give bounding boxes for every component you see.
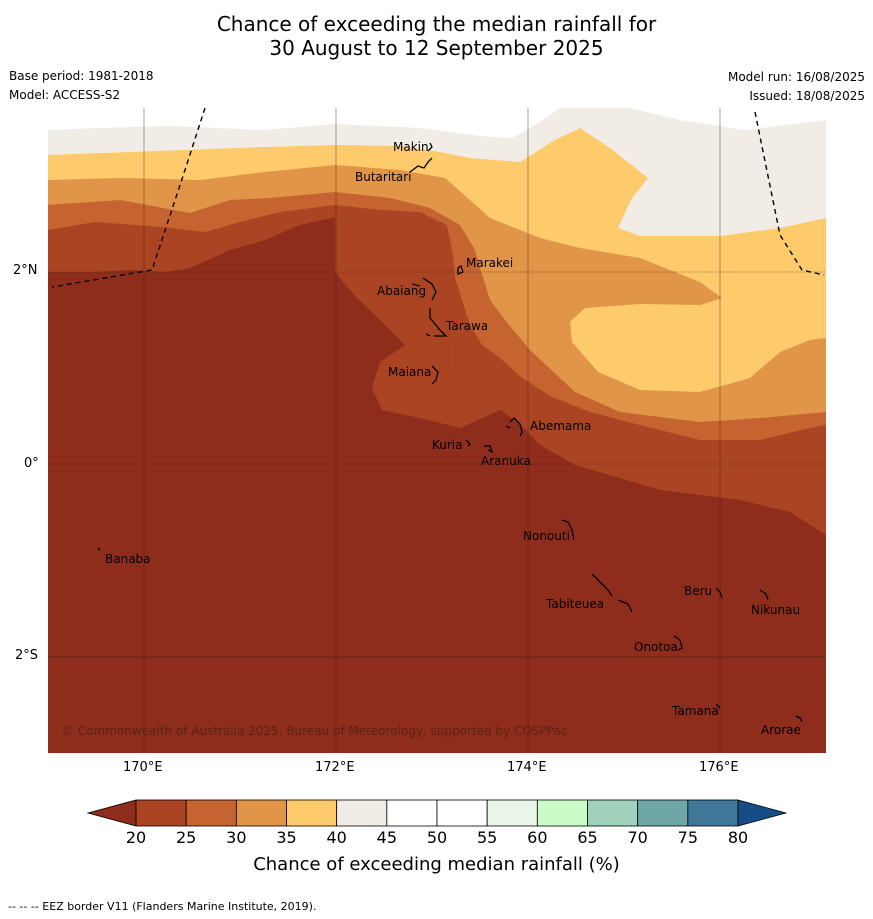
- issued-date: Issued: 18/08/2025: [749, 89, 865, 103]
- lon-label-176e: 176°E: [699, 760, 739, 775]
- label-banaba: Banaba: [105, 552, 151, 566]
- island-nikunau: [759, 589, 769, 601]
- island-onotoa: [673, 635, 683, 651]
- label-aranuka: Aranuka: [481, 454, 531, 468]
- label-tarawa: Tarawa: [446, 319, 489, 333]
- colorbar-above-80: [737, 799, 788, 827]
- islands: [97, 142, 803, 723]
- colorbar-tick-50: 50: [426, 828, 448, 847]
- colorbar-cell-40-45: [336, 799, 388, 827]
- colorbar-tick-25: 25: [175, 828, 197, 847]
- title-line-1: Chance of exceeding the median rainfall …: [216, 12, 657, 36]
- colorbar-cell-75-80: [687, 799, 739, 827]
- colorbar-tick-60: 60: [527, 828, 548, 847]
- eez-footnote: -- -- -- EEZ border V11 (Flanders Marine…: [8, 900, 317, 913]
- colorbar-tick-70: 70: [627, 828, 648, 847]
- island-arorae: [795, 715, 803, 723]
- lat-label-0: 0°: [24, 456, 39, 471]
- colorbar-tick-80: 80: [727, 828, 749, 847]
- lon-label-170e: 170°E: [123, 760, 163, 775]
- island-tabiteuea: [591, 573, 633, 613]
- island-tamana: [715, 703, 721, 709]
- colorbar-tick-65: 65: [577, 828, 598, 847]
- label-arorae: Arorae: [761, 723, 801, 737]
- colorbar-below-20: [86, 799, 137, 827]
- island-makin: [427, 142, 433, 152]
- lon-label-174e: 174°E: [507, 760, 547, 775]
- label-makin: Makin: [393, 140, 429, 154]
- colorbar-cell-70-75: [637, 799, 689, 827]
- island-abemama: [505, 417, 523, 437]
- colorbar-cell-30-35: [235, 799, 287, 827]
- title-line-2: 30 August to 12 September 2025: [269, 36, 604, 60]
- island-nonouti: [561, 519, 575, 541]
- eez-border-east: [754, 111, 825, 276]
- colorbar-cell-35-40: [286, 799, 338, 827]
- colorbar-cells: [135, 799, 739, 827]
- label-maiana: Maiana: [388, 365, 432, 379]
- label-abemama: Abemama: [530, 419, 592, 433]
- island-tarawa: [425, 308, 448, 337]
- model-run: Model run: 16/08/2025: [727, 70, 865, 84]
- colorbar: [86, 799, 788, 827]
- label-abaiang: Abaiang: [377, 284, 427, 298]
- probability-contours: [48, 108, 826, 753]
- label-tamana: Tamana: [672, 704, 719, 718]
- colorbar-cell-25-30: [185, 799, 237, 827]
- island-butaritari: [409, 157, 433, 173]
- label-beru: Beru: [684, 584, 713, 598]
- island-aranuka: [484, 445, 494, 454]
- island-abaiang: [411, 277, 437, 301]
- copyright-notice: © Commonwealth of Australia 2025, Bureau…: [62, 724, 568, 738]
- colorbar-tick-30: 30: [226, 828, 247, 847]
- band-below-20: [48, 217, 826, 753]
- band-25-30-notch: [335, 217, 500, 428]
- eez-border: [51, 108, 825, 288]
- lon-label-172e: 172°E: [315, 760, 355, 775]
- gridlines: [48, 108, 826, 753]
- label-butaritari: Butaritari: [355, 170, 412, 184]
- colorbar-cell-65-70: [587, 799, 639, 827]
- eez-border-west: [51, 108, 206, 288]
- colorbar-tick-40: 40: [326, 828, 347, 847]
- label-marakei: Marakei: [466, 256, 514, 270]
- label-onotoa: Onotoa: [634, 640, 678, 654]
- colorbar-cell-20-25: [135, 799, 187, 827]
- colorbar-cell-50-55: [436, 799, 488, 827]
- island-maiana: [431, 365, 439, 385]
- lat-label-2s: 2°S: [15, 648, 39, 663]
- colorbar-cell-45-50: [386, 799, 438, 827]
- colorbar-cell-60-65: [536, 799, 588, 827]
- colorbar-tick-75: 75: [677, 828, 698, 847]
- colorbar-tick-45: 45: [376, 828, 397, 847]
- label-kuria: Kuria: [432, 438, 463, 452]
- island-beru: [715, 587, 723, 599]
- colorbar-tick-55: 55: [476, 828, 498, 847]
- colorbar-title: Chance of exceeding median rainfall (%): [253, 854, 620, 875]
- label-nikunau: Nikunau: [751, 603, 801, 617]
- label-nonouti: Nonouti: [523, 529, 570, 543]
- island-banaba: [97, 547, 101, 551]
- lat-label-2n: 2°N: [13, 263, 38, 278]
- colorbar-tick-20: 20: [125, 828, 147, 847]
- label-tabiteuea: Tabiteuea: [546, 597, 605, 611]
- island-marakei: [457, 264, 464, 275]
- map-title: Chance of exceeding the median rainfall …: [0, 12, 873, 60]
- colorbar-tick-35: 35: [276, 828, 297, 847]
- base-period: Base period: 1981-2018: [9, 69, 154, 83]
- colorbar-cell-55-60: [486, 799, 538, 827]
- model-name: Model: ACCESS-S2: [9, 88, 121, 102]
